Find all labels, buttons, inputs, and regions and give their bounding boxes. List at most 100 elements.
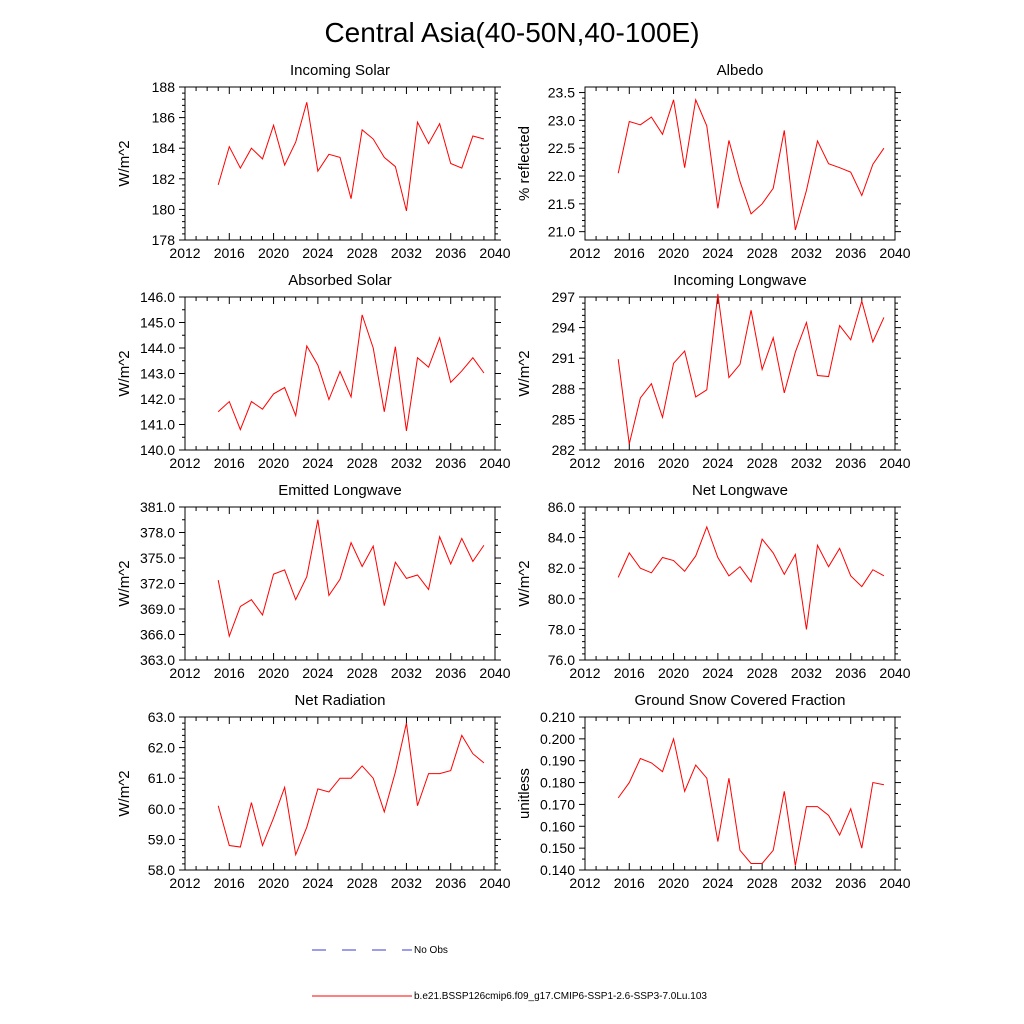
x-tick-label: 2036 [835, 455, 866, 471]
y-tick-label: 366.0 [140, 627, 175, 643]
y-tick-label: 291 [552, 350, 576, 366]
plot-frame [584, 506, 896, 661]
y-tick-label: 381.0 [140, 499, 175, 515]
x-tick-label: 2020 [258, 875, 289, 891]
x-tick-label: 2016 [614, 875, 645, 891]
x-tick-label: 2020 [258, 665, 289, 681]
x-tick-label: 2012 [569, 875, 600, 891]
y-tick-label: 63.0 [148, 709, 175, 725]
x-tick-label: 2040 [879, 245, 910, 261]
x-tick-label: 2024 [702, 455, 733, 471]
plot-frame [184, 86, 496, 241]
x-tick-label: 2028 [347, 665, 378, 681]
x-tick-label: 2016 [614, 455, 645, 471]
y-tick-label: 86.0 [548, 499, 575, 515]
series-line [617, 525, 885, 630]
x-tick-label: 2036 [435, 665, 466, 681]
x-tick-label: 2032 [791, 875, 822, 891]
panel-7: Net Radiation W/m^2 2012 2016 2020 2024 2028 20… [116, 692, 511, 891]
series-line [217, 723, 485, 857]
figure-title: Central Asia(40-50N,40-100E) [324, 17, 699, 48]
x-tick-label: 2012 [169, 455, 200, 471]
y-tick-label: 186 [152, 110, 176, 126]
y-tick-label: 363.0 [140, 652, 175, 668]
panel-1: Incoming Solar W/m^2 2012 2016 2020 2024 2028 2… [116, 62, 511, 261]
y-tick-label: 141.0 [140, 417, 175, 433]
x-tick-label: 2040 [879, 665, 910, 681]
x-tick-label: 2028 [747, 245, 778, 261]
legend-obs-label: No Obs [414, 945, 448, 956]
y-tick-label: 0.200 [540, 731, 575, 747]
x-tick-label: 2024 [302, 245, 333, 261]
series-line [617, 293, 885, 444]
y-tick-label: 282 [552, 442, 576, 458]
x-tick-label: 2020 [658, 875, 689, 891]
series-line [217, 519, 485, 639]
panel-8: Ground Snow Covered Fraction unitless 2012… [516, 692, 911, 891]
x-tick-label: 2020 [658, 665, 689, 681]
y-tick-label: 21.5 [548, 196, 575, 212]
x-tick-label: 2012 [169, 665, 200, 681]
x-tick-label: 2028 [747, 455, 778, 471]
x-tick-label: 2012 [569, 665, 600, 681]
plot-frame [584, 86, 896, 241]
y-tick-label: 59.0 [148, 831, 175, 847]
x-tick-label: 2012 [169, 245, 200, 261]
x-tick-label: 2032 [791, 665, 822, 681]
x-tick-label: 2032 [391, 245, 422, 261]
y-tick-label: 23.5 [548, 85, 575, 101]
panel-title: Absorbed Solar [288, 272, 391, 289]
x-tick-label: 2016 [214, 665, 245, 681]
y-axis-label: unitless [516, 768, 533, 819]
plot-frame [184, 506, 496, 661]
y-tick-label: 0.140 [540, 862, 575, 878]
y-tick-label: 285 [552, 411, 576, 427]
y-tick-label: 288 [552, 381, 576, 397]
x-tick-label: 2036 [435, 245, 466, 261]
legend-model-label: b.e21.BSSP126cmip6.f09_g17.CMIP6-SSP1-2.… [414, 991, 707, 1002]
y-axis-label: W/m^2 [116, 140, 133, 186]
x-tick-label: 2028 [347, 245, 378, 261]
y-tick-label: 0.190 [540, 753, 575, 769]
x-tick-label: 2032 [391, 665, 422, 681]
y-tick-label: 58.0 [148, 862, 175, 878]
panel-title: Albedo [717, 62, 764, 79]
x-tick-label: 2032 [391, 875, 422, 891]
panel-6: Net Longwave W/m^2 2012 2016 2020 2024 2028 203… [516, 482, 911, 681]
y-axis-label: W/m^2 [116, 770, 133, 816]
y-tick-label: 297 [552, 289, 576, 305]
x-tick-label: 2012 [569, 455, 600, 471]
x-tick-label: 2020 [258, 245, 289, 261]
x-tick-label: 2016 [214, 245, 245, 261]
y-tick-label: 80.0 [548, 591, 575, 607]
y-axis-label: W/m^2 [516, 350, 533, 396]
y-tick-label: 0.210 [540, 709, 575, 725]
y-axis-label: % reflected [516, 126, 533, 201]
y-tick-label: 61.0 [148, 770, 175, 786]
y-tick-label: 78.0 [548, 621, 575, 637]
x-tick-label: 2040 [479, 455, 510, 471]
y-axis-label: W/m^2 [116, 560, 133, 606]
x-tick-label: 2012 [169, 875, 200, 891]
y-tick-label: 23.0 [548, 112, 575, 128]
legend: No Obs b.e21.BSSP126cmip6.f09_g17.CMIP6-… [312, 945, 707, 1002]
x-tick-label: 2036 [435, 875, 466, 891]
y-tick-label: 146.0 [140, 289, 175, 305]
x-tick-label: 2036 [435, 455, 466, 471]
x-tick-label: 2024 [302, 875, 333, 891]
panel-title: Incoming Longwave [673, 272, 806, 289]
y-tick-label: 143.0 [140, 366, 175, 382]
x-tick-label: 2020 [658, 245, 689, 261]
y-tick-label: 145.0 [140, 315, 175, 331]
y-tick-label: 82.0 [548, 560, 575, 576]
y-tick-label: 188 [152, 79, 176, 95]
y-tick-label: 184 [152, 140, 176, 156]
x-tick-label: 2016 [214, 455, 245, 471]
x-tick-label: 2012 [569, 245, 600, 261]
y-tick-label: 144.0 [140, 340, 175, 356]
series-line [217, 314, 485, 431]
x-tick-label: 2024 [702, 665, 733, 681]
x-tick-label: 2036 [835, 875, 866, 891]
plot-frame [184, 716, 496, 871]
x-tick-label: 2020 [658, 455, 689, 471]
